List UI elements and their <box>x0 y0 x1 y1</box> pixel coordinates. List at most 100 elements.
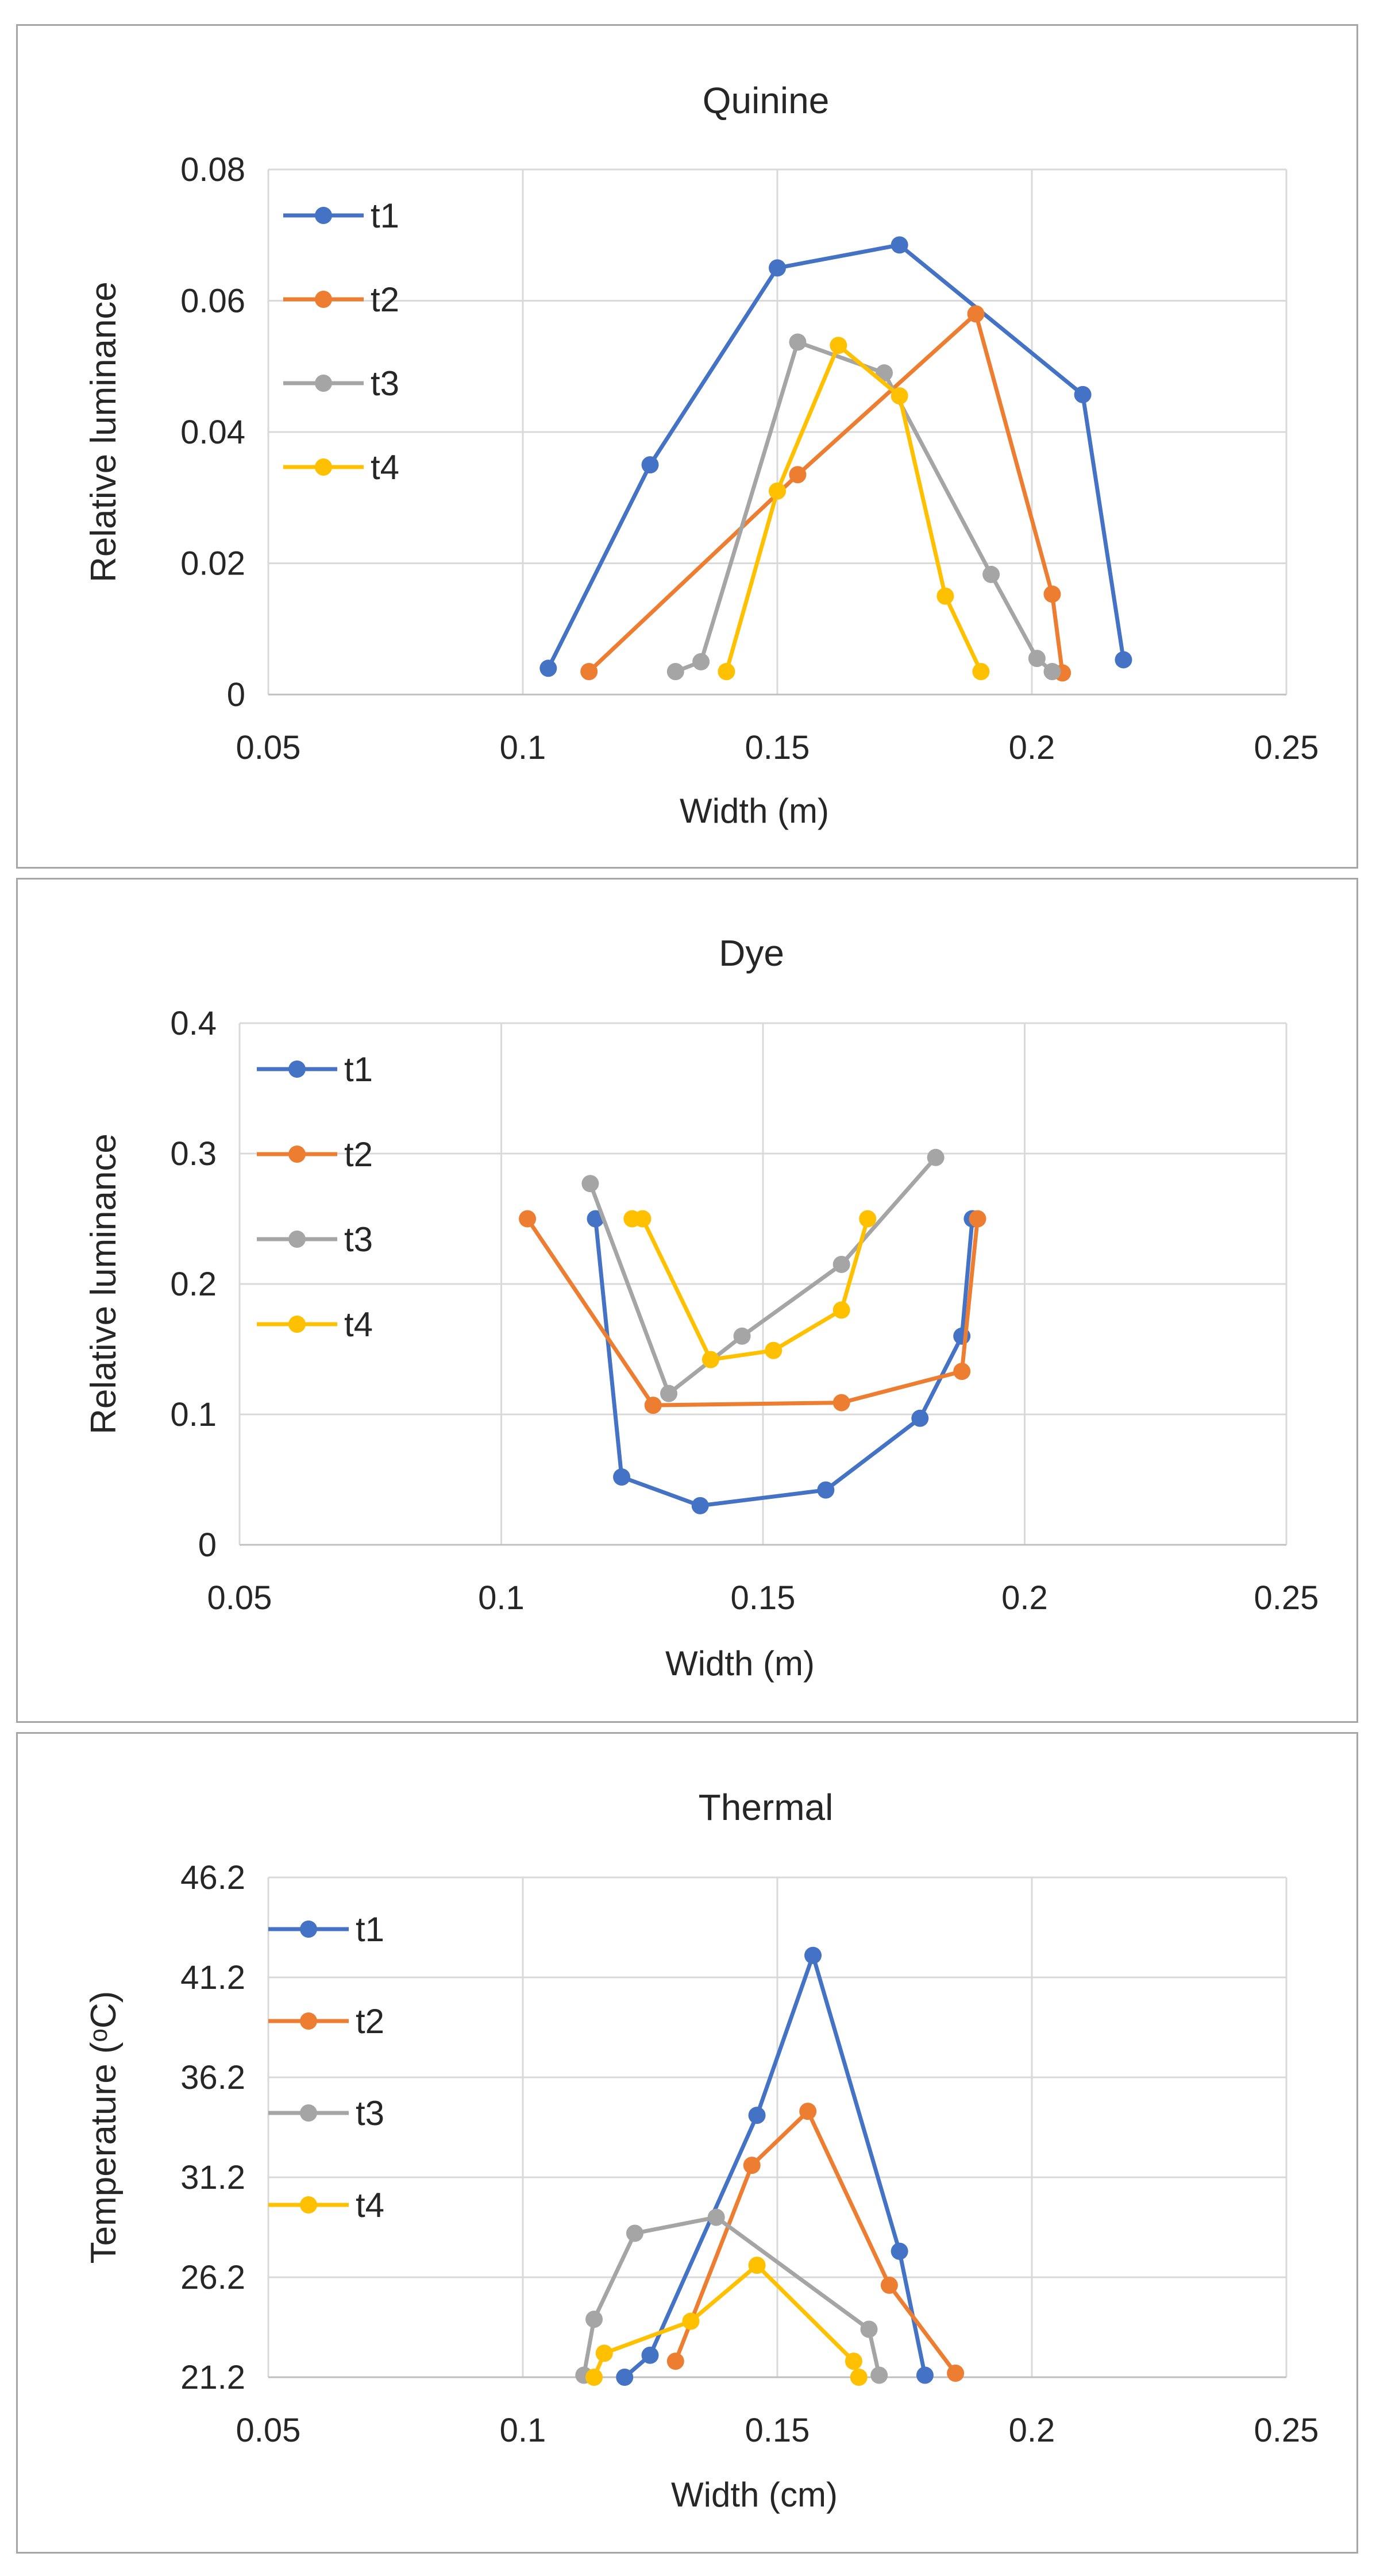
y-tick-label: 0.04 <box>180 414 245 451</box>
data-point-t1 <box>616 2369 634 2386</box>
data-point-t1 <box>1074 385 1092 403</box>
chart-title: Thermal <box>699 1787 834 1828</box>
legend-marker-t4 <box>300 2196 317 2213</box>
chart-title: Dye <box>719 932 784 974</box>
series-line-t4 <box>592 2263 861 2378</box>
data-point-t4 <box>972 663 990 681</box>
data-point-t3 <box>789 333 807 351</box>
legend-marker-t2 <box>300 2012 317 2030</box>
data-point-t3 <box>692 653 710 670</box>
data-point-t2 <box>832 1394 850 1412</box>
data-point-t3 <box>707 2208 725 2226</box>
data-point-t4 <box>702 1351 719 1368</box>
data-point-t3 <box>860 2320 878 2338</box>
x-axis-title: Width (m) <box>665 1644 815 1683</box>
data-point-t3 <box>832 1255 850 1273</box>
x-tick-label: 0.1 <box>478 1579 525 1617</box>
legend-label-t4: t4 <box>356 2186 384 2224</box>
x-tick-label: 0.2 <box>1009 2412 1055 2449</box>
legend-label-t1: t1 <box>356 1910 384 1949</box>
data-point-t3 <box>666 663 684 681</box>
legend-label-t2: t2 <box>344 1135 373 1174</box>
y-tick-label: 0.1 <box>170 1396 217 1433</box>
y-tick-label: 0.02 <box>180 545 245 583</box>
chart-title: Quinine <box>703 80 830 121</box>
data-point-t4 <box>845 2353 862 2370</box>
data-point-t4 <box>832 1301 850 1319</box>
data-point-t3 <box>581 1175 599 1193</box>
data-point-t2 <box>967 305 985 323</box>
x-tick-label: 0.2 <box>1009 729 1055 766</box>
x-tick-label: 0.15 <box>731 1579 796 1617</box>
data-point-t4 <box>859 1210 877 1228</box>
legend-label-t2: t2 <box>371 280 399 319</box>
data-point-t2 <box>969 1210 986 1228</box>
y-tick-label: 0.3 <box>170 1135 217 1173</box>
legend-label-t1: t1 <box>344 1050 373 1089</box>
data-point-t2 <box>799 2103 817 2120</box>
data-point-t4 <box>585 2369 603 2386</box>
data-point-t3 <box>870 2366 888 2384</box>
data-point-t1 <box>539 660 557 677</box>
data-point-t4 <box>748 2257 766 2274</box>
series-line-t2 <box>673 2109 957 2375</box>
data-point-t1 <box>916 2366 934 2384</box>
legend-marker-t1 <box>315 207 332 224</box>
data-point-t3 <box>626 2224 643 2242</box>
data-point-t1 <box>691 1497 709 1514</box>
data-point-t1 <box>911 1409 929 1427</box>
data-point-t2 <box>666 2353 684 2370</box>
x-tick-label: 0.1 <box>500 2412 546 2449</box>
x-tick-label: 0.2 <box>1001 1579 1048 1617</box>
legend-marker-t4 <box>315 458 332 476</box>
data-point-t3 <box>733 1327 751 1345</box>
x-tick-label: 0.15 <box>745 729 810 766</box>
data-point-t1 <box>641 2346 659 2364</box>
data-point-t4 <box>891 387 908 405</box>
data-point-t2 <box>953 1363 971 1380</box>
data-point-t1 <box>817 1481 835 1499</box>
data-point-t3 <box>585 2311 603 2328</box>
series-line-t1 <box>546 242 1126 669</box>
data-point-t3 <box>982 565 1000 583</box>
legend-marker-t2 <box>315 291 332 308</box>
data-point-t4 <box>682 2312 700 2330</box>
x-tick-label: 0.25 <box>1254 1579 1319 1617</box>
y-tick-label: 0.08 <box>180 151 245 188</box>
legend-marker-t3 <box>315 375 332 392</box>
chart-panel-thermal: Thermal 21.2 26.2 31.2 36.2 41.2 46.2 0.05 0.1 0.… <box>16 1732 1358 2554</box>
data-point-t4 <box>769 482 786 500</box>
data-point-t4 <box>830 337 847 354</box>
data-point-t2 <box>580 663 598 681</box>
data-point-t1 <box>804 1946 822 1964</box>
legend-label-t1: t1 <box>371 196 399 235</box>
legend-marker-t2 <box>288 1146 306 1163</box>
legend-marker-t4 <box>288 1316 306 1333</box>
x-tick-label: 0.25 <box>1254 729 1319 766</box>
x-tick-label: 0.05 <box>207 1579 272 1617</box>
y-tick-label: 0.06 <box>180 283 245 320</box>
y-tick-label: 21.2 <box>180 2359 245 2396</box>
legend-marker-t3 <box>288 1231 306 1248</box>
legend-label-t3: t3 <box>356 2094 384 2132</box>
data-point-t3 <box>927 1148 945 1166</box>
y-tick-label: 26.2 <box>180 2259 245 2296</box>
series-line-t1 <box>593 1218 974 1508</box>
chart-svg-thermal: Thermal 21.2 26.2 31.2 36.2 41.2 46.2 0.05 0.1 0.… <box>84 1787 1319 2514</box>
data-point-t4 <box>595 2344 613 2362</box>
y-tick-label: 0 <box>198 1526 217 1564</box>
x-axis-title: Width (cm) <box>671 2475 838 2514</box>
data-point-t4 <box>765 1341 783 1359</box>
x-tick-label: 0.15 <box>745 2412 810 2449</box>
y-tick-label: 46.2 <box>180 1859 245 1896</box>
x-axis-title: Width (m) <box>680 792 829 830</box>
data-point-t2 <box>789 466 807 484</box>
legend-label-t4: t4 <box>344 1305 373 1344</box>
x-tick-label: 0.05 <box>236 729 301 766</box>
data-point-t4 <box>634 1210 652 1228</box>
y-tick-label: 31.2 <box>180 2159 245 2196</box>
data-point-t4 <box>850 2369 868 2386</box>
data-point-t1 <box>613 1468 631 1486</box>
series-line-t4 <box>724 343 983 673</box>
legend-label-t4: t4 <box>371 448 399 487</box>
